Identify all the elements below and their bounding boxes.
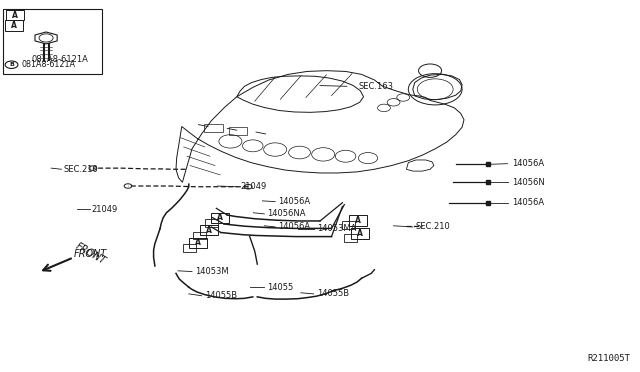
Bar <box>342 221 355 229</box>
Text: FRONT: FRONT <box>74 241 108 266</box>
Text: A: A <box>12 11 19 20</box>
Bar <box>193 232 206 239</box>
Text: 14056A: 14056A <box>278 197 310 206</box>
Bar <box>200 225 218 235</box>
Text: FRONT: FRONT <box>74 249 107 259</box>
Text: SEC.210: SEC.210 <box>416 222 451 231</box>
Text: R211005T: R211005T <box>588 354 630 363</box>
Text: 14056A: 14056A <box>512 198 544 207</box>
Circle shape <box>89 166 97 170</box>
Bar <box>205 219 218 227</box>
Text: 14055B: 14055B <box>205 291 237 300</box>
Circle shape <box>244 185 252 189</box>
Bar <box>183 244 196 252</box>
Text: A: A <box>356 229 363 238</box>
Text: A: A <box>217 214 223 222</box>
Bar <box>211 213 229 223</box>
Text: A: A <box>355 216 361 225</box>
Text: 14055B: 14055B <box>317 289 349 298</box>
Bar <box>351 228 369 239</box>
Text: 081A8-6121A: 081A8-6121A <box>22 60 76 69</box>
Text: A: A <box>195 238 202 247</box>
Text: SEC.163: SEC.163 <box>358 82 394 91</box>
Text: 21049: 21049 <box>92 205 118 214</box>
Bar <box>204 124 223 132</box>
Bar <box>3 9 102 74</box>
Text: B: B <box>9 62 14 67</box>
Text: 14053MA: 14053MA <box>317 224 356 233</box>
Bar <box>344 234 357 242</box>
Text: A: A <box>205 226 212 235</box>
Text: 14055: 14055 <box>268 283 294 292</box>
Text: SEC.210: SEC.210 <box>64 165 99 174</box>
Text: 21049: 21049 <box>240 182 266 191</box>
Text: A: A <box>11 21 17 30</box>
Text: 14053M: 14053M <box>195 267 229 276</box>
Bar <box>349 215 367 226</box>
Bar <box>6 10 24 20</box>
Bar <box>229 127 247 135</box>
Circle shape <box>124 184 132 188</box>
Text: 14056A: 14056A <box>512 159 544 168</box>
Text: 14056A: 14056A <box>278 222 310 231</box>
Bar <box>5 20 23 31</box>
Text: 14056N: 14056N <box>512 178 545 187</box>
Text: 081A8-6121A: 081A8-6121A <box>32 55 89 64</box>
Text: 14056NA: 14056NA <box>268 209 306 218</box>
Bar <box>189 238 207 248</box>
